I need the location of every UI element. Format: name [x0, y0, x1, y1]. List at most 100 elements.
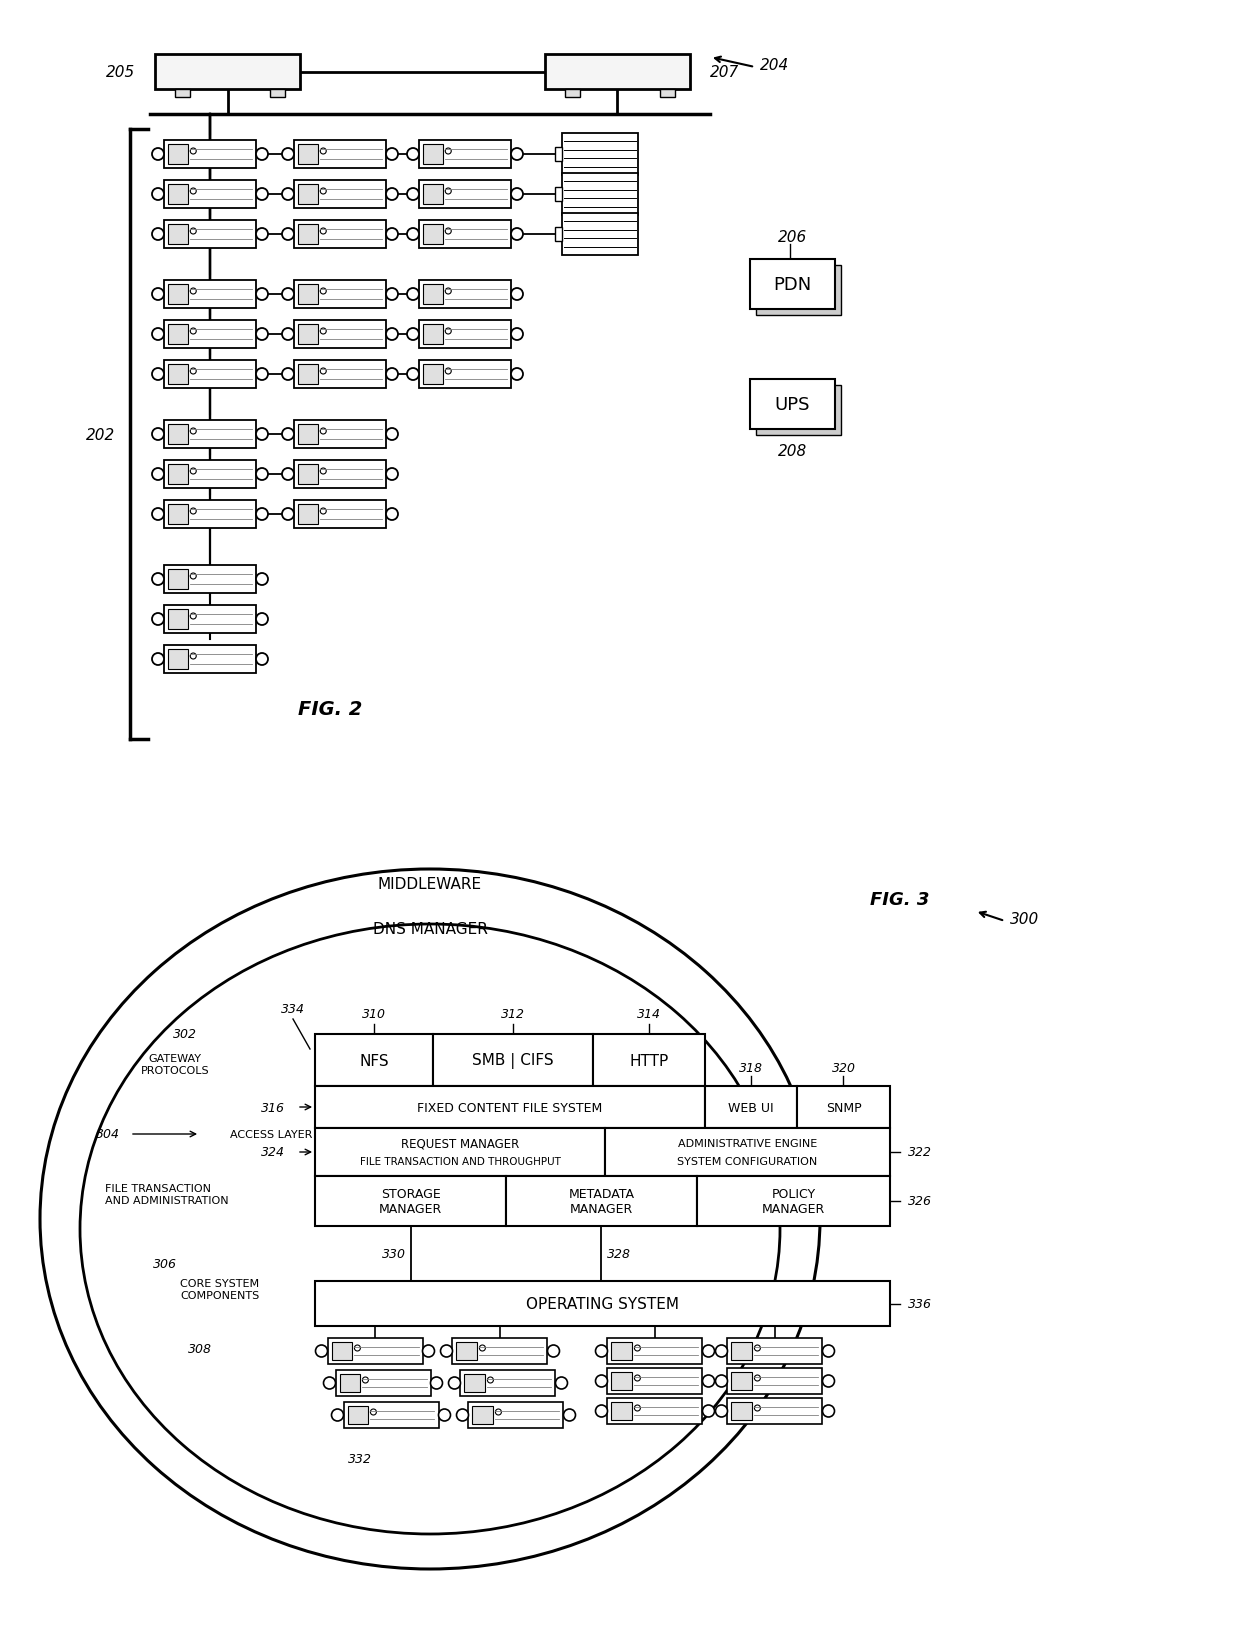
Bar: [167, 144, 188, 166]
Circle shape: [190, 574, 196, 580]
Bar: [167, 505, 188, 524]
Circle shape: [153, 369, 164, 380]
Circle shape: [635, 1405, 640, 1411]
Text: 318: 318: [739, 1062, 763, 1075]
Text: 306: 306: [153, 1257, 177, 1270]
Bar: [565, 90, 580, 98]
Bar: [593, 1034, 706, 1087]
Bar: [298, 425, 319, 444]
Circle shape: [496, 1410, 501, 1414]
Circle shape: [386, 369, 398, 380]
Bar: [164, 500, 255, 529]
Circle shape: [153, 469, 164, 480]
Bar: [340, 1373, 361, 1392]
Circle shape: [320, 508, 326, 515]
Bar: [419, 321, 511, 349]
Bar: [315, 1282, 890, 1326]
Bar: [556, 228, 562, 243]
Bar: [343, 1401, 439, 1428]
Circle shape: [190, 288, 196, 295]
Circle shape: [153, 288, 164, 302]
Circle shape: [439, 1410, 450, 1421]
Circle shape: [445, 229, 451, 234]
Circle shape: [190, 329, 196, 334]
Circle shape: [407, 188, 419, 202]
Circle shape: [255, 613, 268, 626]
Circle shape: [320, 429, 326, 434]
Circle shape: [190, 613, 196, 620]
Circle shape: [480, 1346, 485, 1351]
Circle shape: [281, 369, 294, 380]
Circle shape: [255, 574, 268, 585]
Circle shape: [386, 288, 398, 302]
Bar: [164, 221, 255, 249]
Circle shape: [320, 369, 326, 375]
Circle shape: [320, 469, 326, 475]
Circle shape: [255, 188, 268, 202]
Bar: [164, 461, 255, 488]
Bar: [315, 1177, 506, 1226]
Circle shape: [822, 1375, 835, 1387]
Circle shape: [386, 229, 398, 241]
Circle shape: [153, 149, 164, 161]
Text: 308: 308: [188, 1342, 212, 1355]
Text: FIG. 3: FIG. 3: [870, 890, 930, 908]
Bar: [327, 1337, 423, 1364]
Bar: [556, 148, 562, 162]
Bar: [728, 1398, 822, 1424]
Bar: [298, 505, 319, 524]
Circle shape: [407, 288, 419, 302]
Circle shape: [320, 229, 326, 234]
Bar: [419, 141, 511, 169]
Bar: [164, 565, 255, 593]
Bar: [294, 500, 386, 529]
Circle shape: [511, 369, 523, 380]
Circle shape: [153, 574, 164, 585]
Bar: [750, 261, 835, 310]
Bar: [167, 649, 188, 670]
Text: 332: 332: [348, 1452, 372, 1465]
Circle shape: [511, 329, 523, 341]
Circle shape: [320, 329, 326, 334]
Circle shape: [595, 1375, 608, 1387]
Bar: [506, 1177, 697, 1226]
Circle shape: [153, 508, 164, 521]
Circle shape: [703, 1375, 714, 1387]
Circle shape: [445, 188, 451, 195]
Circle shape: [754, 1346, 760, 1351]
Bar: [419, 221, 511, 249]
Bar: [298, 325, 319, 344]
Circle shape: [445, 369, 451, 375]
Circle shape: [487, 1377, 494, 1383]
Circle shape: [715, 1375, 728, 1387]
Bar: [294, 321, 386, 349]
Circle shape: [445, 329, 451, 334]
Circle shape: [386, 429, 398, 441]
Text: STORAGE
MANAGER: STORAGE MANAGER: [379, 1187, 443, 1214]
Bar: [315, 1087, 706, 1128]
Text: 207: 207: [711, 66, 739, 80]
Text: 205: 205: [105, 66, 135, 80]
Bar: [423, 185, 443, 205]
Bar: [611, 1342, 632, 1360]
Bar: [756, 266, 841, 316]
Circle shape: [281, 188, 294, 202]
Circle shape: [255, 508, 268, 521]
Text: 324: 324: [260, 1146, 285, 1159]
Text: 320: 320: [832, 1062, 856, 1075]
Circle shape: [715, 1346, 728, 1357]
Bar: [562, 213, 639, 256]
Text: CORE SYSTEM
COMPONENTS: CORE SYSTEM COMPONENTS: [180, 1278, 259, 1300]
Bar: [294, 141, 386, 169]
Circle shape: [430, 1377, 443, 1390]
Circle shape: [281, 229, 294, 241]
Bar: [167, 285, 188, 305]
Circle shape: [190, 369, 196, 375]
Circle shape: [635, 1375, 640, 1382]
Ellipse shape: [40, 869, 820, 1569]
Circle shape: [153, 188, 164, 202]
Circle shape: [556, 1377, 568, 1390]
Circle shape: [153, 613, 164, 626]
Circle shape: [386, 469, 398, 480]
Bar: [167, 465, 188, 485]
